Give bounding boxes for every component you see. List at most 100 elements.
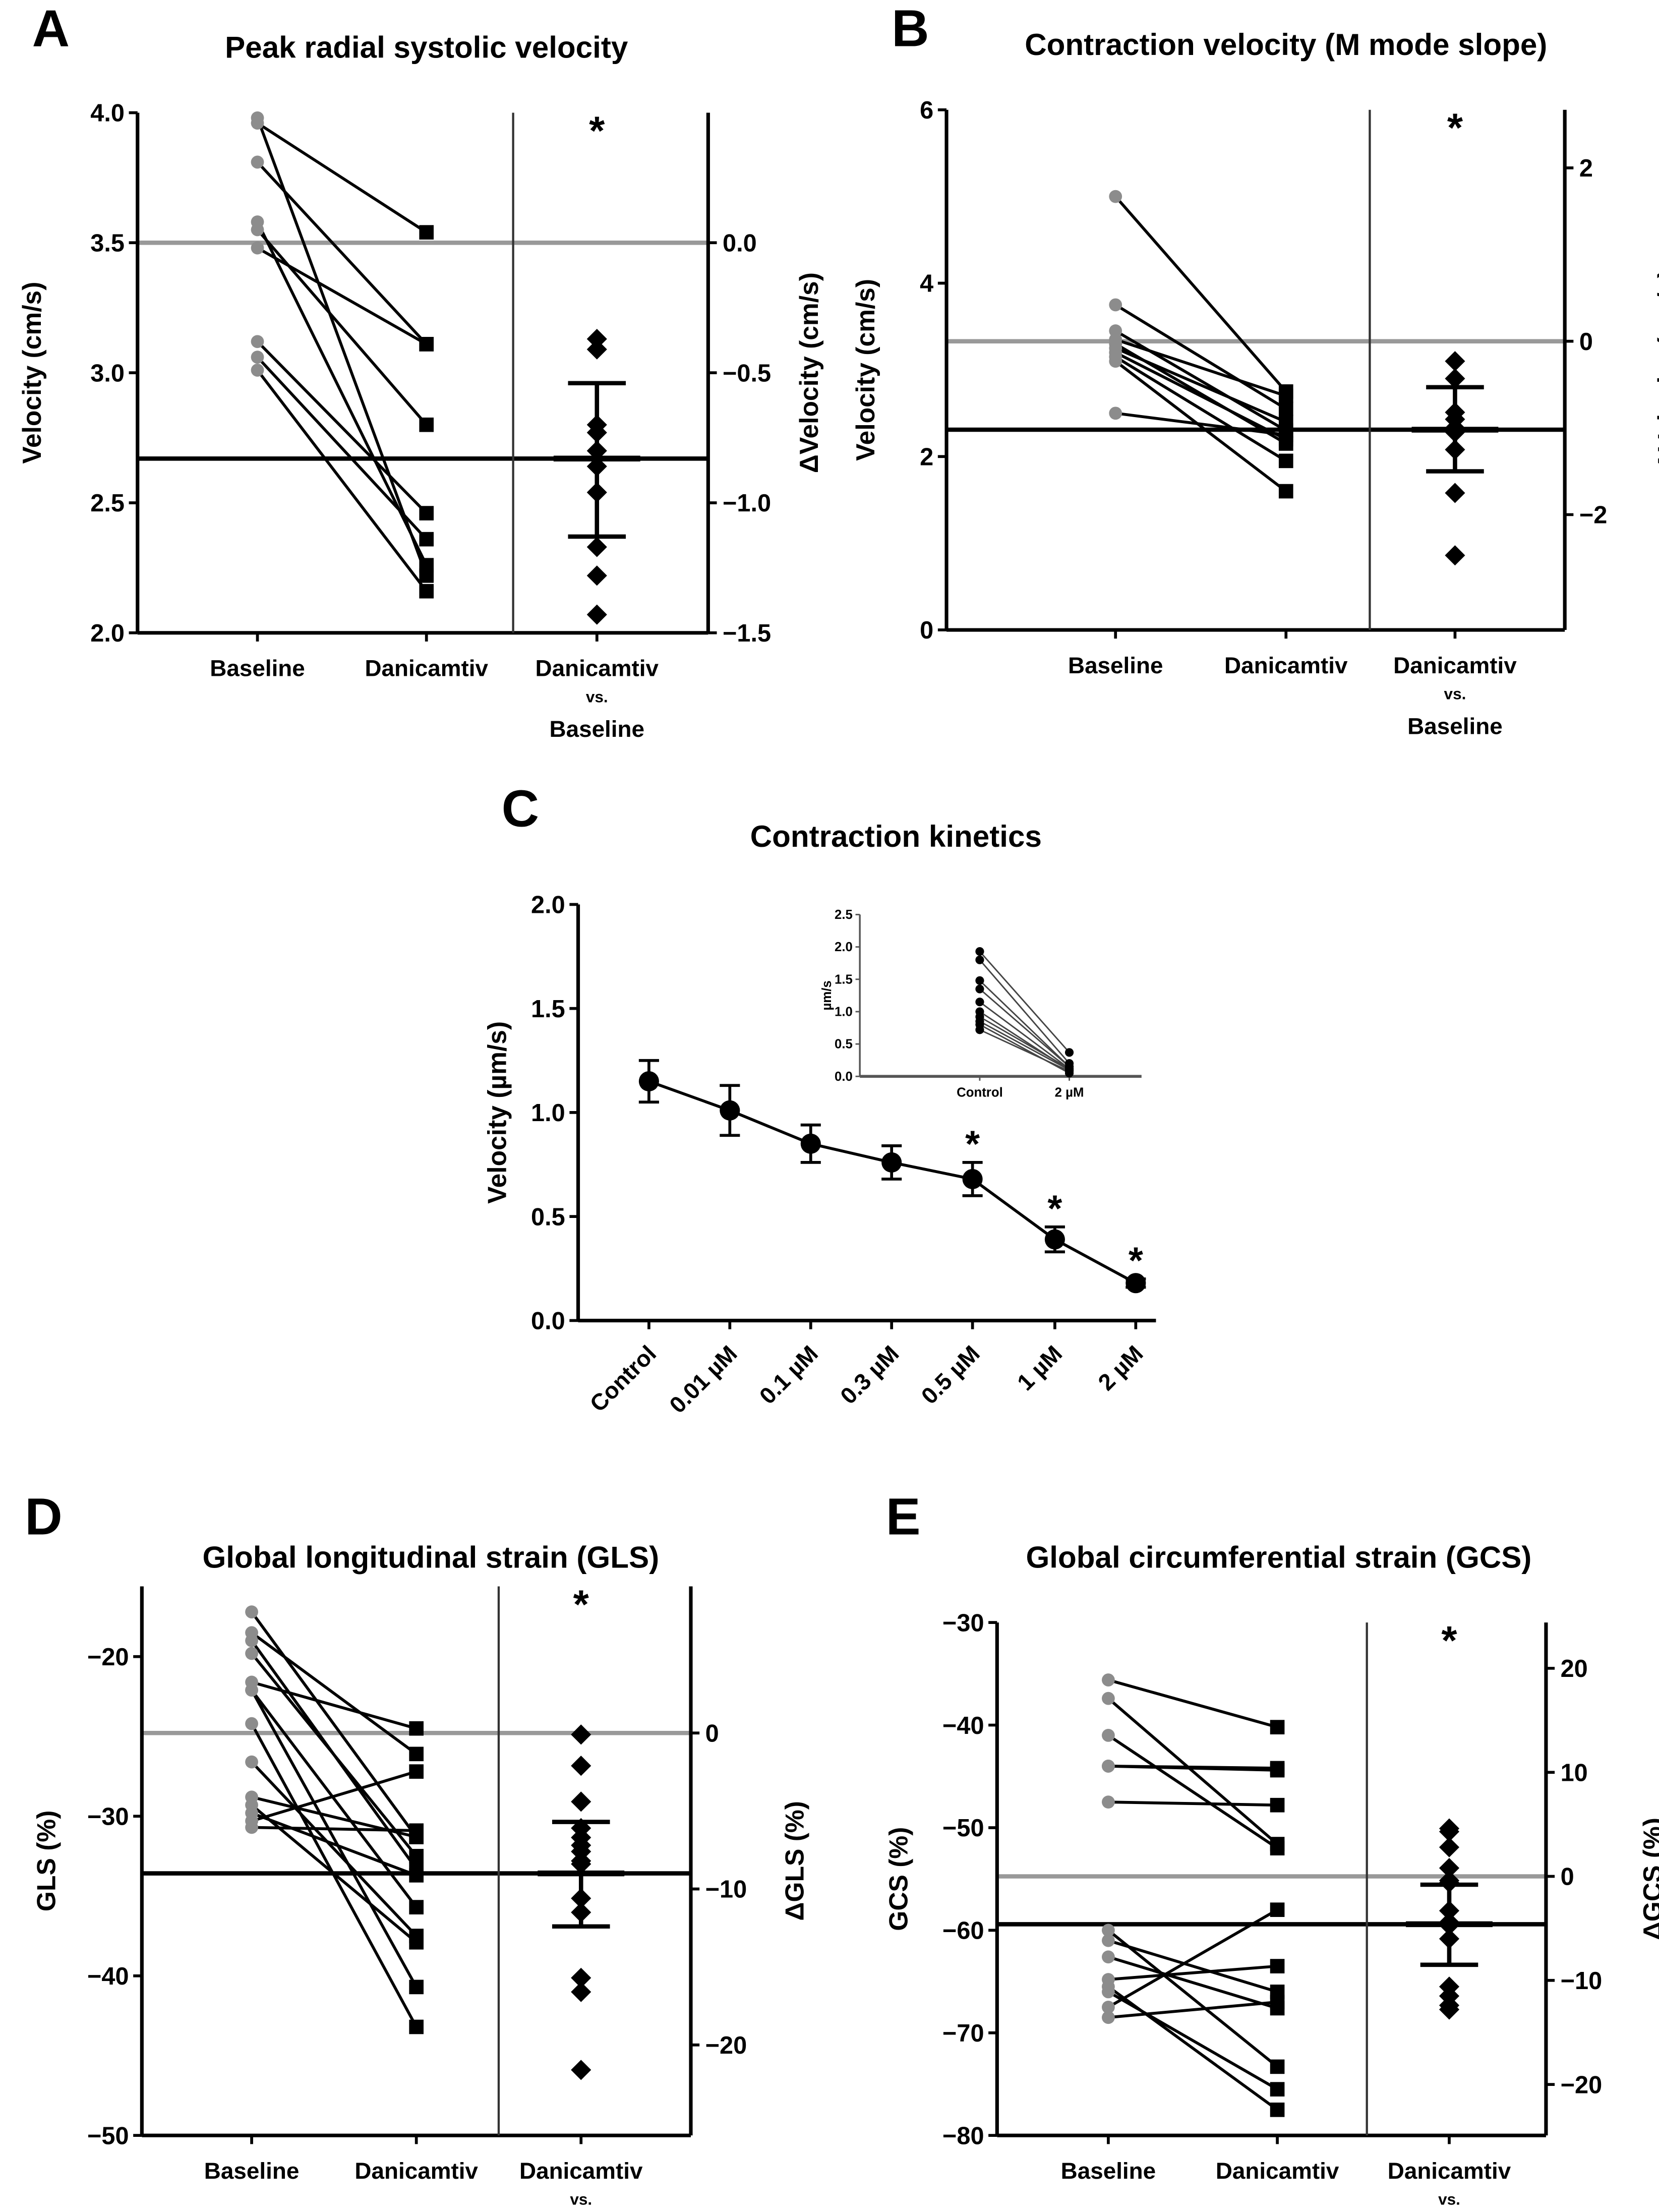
series-line <box>971 1178 1056 1241</box>
x-tick-label: Danicamtiv <box>1216 2158 1339 2184</box>
panel-letter: E <box>886 1487 921 1545</box>
danicamtiv-point <box>1270 2102 1285 2117</box>
baseline-point <box>251 335 264 348</box>
danicamtiv-point <box>419 337 434 352</box>
panel-letter: B <box>892 0 929 57</box>
paired-line <box>1114 356 1287 462</box>
paired-line <box>1115 338 1287 397</box>
danicamtiv-point <box>1270 1720 1285 1734</box>
delta-point <box>586 565 607 586</box>
left-y-tick-label: −40 <box>87 1963 129 1990</box>
right-y-tick-label: 0 <box>705 1720 719 1747</box>
significance-star: * <box>1447 105 1463 150</box>
x-tick-label: Baseline <box>1407 713 1503 739</box>
left-y-axis-label: Velocity (cm/s) <box>851 279 880 461</box>
baseline-point <box>1109 298 1122 312</box>
left-y-tick-label: −50 <box>87 2122 129 2149</box>
danicamtiv-point <box>1278 453 1293 469</box>
panel-title: Global longitudinal strain (GLS) <box>202 1540 659 1574</box>
baseline-point <box>1109 190 1122 203</box>
paired-line <box>1108 1955 1278 2010</box>
x-tick-label: Baseline <box>550 716 645 742</box>
delta-point <box>1445 545 1465 566</box>
paired-line <box>1115 412 1286 437</box>
data-point <box>720 1100 740 1121</box>
paired-line <box>1107 1990 1278 2091</box>
left-y-tick-label: 4.0 <box>90 100 125 127</box>
baseline-point <box>245 1647 258 1660</box>
danicamtiv-point <box>409 1980 424 1995</box>
inset-y-tick-label: 1.5 <box>835 972 853 986</box>
baseline-point <box>245 1634 258 1648</box>
paired-line <box>256 356 428 541</box>
baseline-point <box>1109 406 1122 420</box>
danicamtiv-point <box>1278 415 1293 429</box>
right-y-tick-label: 0 <box>1561 1864 1574 1891</box>
danicamtiv-point <box>409 1764 424 1779</box>
delta-point <box>586 604 607 625</box>
right-y-tick-label: −2 <box>1579 502 1608 529</box>
series-line <box>810 1142 892 1164</box>
danicamtiv-point <box>419 584 434 599</box>
x-tick-label: Danicamtiv <box>536 656 659 681</box>
baseline-point <box>245 1814 258 1828</box>
baseline-point <box>251 155 264 169</box>
paired-line <box>1107 1734 1278 1850</box>
right-y-tick-label: −20 <box>705 2032 747 2059</box>
y-tick-label: 0.0 <box>531 1308 565 1335</box>
inset-y-tick-label: 0.0 <box>835 1070 853 1084</box>
inset-paired-line <box>979 980 1070 1068</box>
delta-point <box>571 2060 591 2080</box>
inset-2uM-point <box>1064 1048 1074 1057</box>
danicamtiv-point <box>1270 2082 1285 2097</box>
right-y-tick-label: 0.0 <box>723 229 757 257</box>
paired-line <box>1114 342 1287 445</box>
inset-y-tick-label: 2.0 <box>835 940 853 954</box>
paired-line <box>1108 1765 1278 1770</box>
x-tick-label: 0.01 µM <box>665 1341 742 1418</box>
inset-paired-line <box>979 988 1070 1068</box>
right-y-tick-label: 10 <box>1561 1759 1588 1786</box>
baseline-point <box>1102 1924 1115 1937</box>
left-y-tick-label: −20 <box>87 1644 129 1671</box>
inset-y-tick-label: 0.5 <box>835 1037 853 1052</box>
delta-point <box>571 1756 591 1776</box>
baseline-point <box>1102 1760 1115 1773</box>
paired-line <box>250 1689 418 1988</box>
data-point <box>962 1169 983 1189</box>
data-point <box>1125 1273 1146 1294</box>
delta-point <box>571 1982 591 2002</box>
inset-2uM-point <box>1064 1067 1074 1076</box>
paired-line <box>251 1680 417 1730</box>
baseline-point <box>1102 1950 1115 1964</box>
delta-point <box>586 339 607 360</box>
paired-line <box>1108 1800 1278 1807</box>
delta-point <box>1439 1857 1460 1879</box>
danicamtiv-point <box>409 1747 424 1762</box>
danicamtiv-point <box>409 1849 424 1864</box>
danicamtiv-point <box>419 506 434 520</box>
delta-point <box>1445 368 1465 389</box>
paired-line <box>250 1689 418 1908</box>
inset-paired-line <box>979 1020 1070 1071</box>
left-y-axis-label: GLS (%) <box>31 1811 61 1911</box>
danicamtiv-point <box>409 1868 424 1883</box>
right-y-tick-label: −0.5 <box>723 360 771 387</box>
delta-point <box>1439 1837 1460 1857</box>
left-y-tick-label: −80 <box>942 2122 984 2149</box>
danicamtiv-point <box>1270 2059 1285 2074</box>
paired-line <box>257 247 428 345</box>
significance-star: * <box>589 107 605 153</box>
baseline-point <box>1102 1795 1115 1809</box>
paired-line <box>1107 1929 1278 2068</box>
right-y-axis-label: ΔVelocity (cm/s) <box>794 272 823 473</box>
paired-line <box>1114 351 1287 441</box>
left-y-tick-label: 3.0 <box>90 360 125 387</box>
x-tick-label: Danicamtiv <box>519 2158 643 2184</box>
danicamtiv-point <box>1270 1995 1285 2010</box>
baseline-point <box>251 223 264 237</box>
paired-line <box>1107 1697 1278 1845</box>
inset-control-point <box>975 947 984 956</box>
x-tick-label: Danicamtiv <box>1393 653 1517 678</box>
paired-line <box>1114 195 1287 393</box>
